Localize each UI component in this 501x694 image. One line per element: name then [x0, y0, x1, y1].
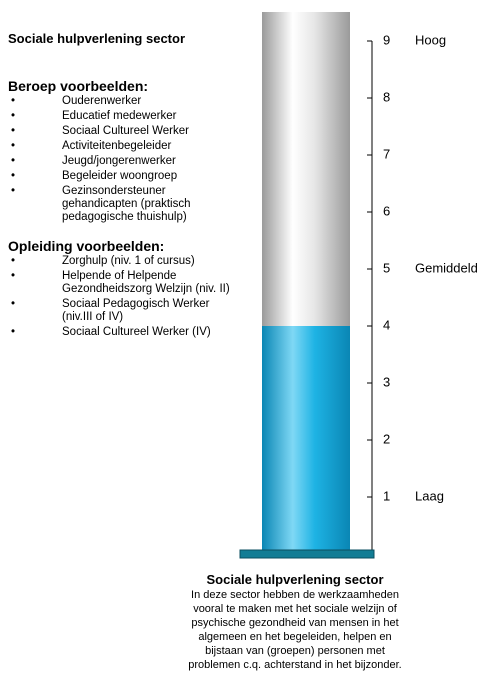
y-tick-label: 9	[383, 32, 390, 47]
base	[239, 549, 375, 559]
list-item: Activiteitenbegeleider	[8, 140, 232, 153]
y-tick-label: 7	[383, 146, 390, 161]
level-label: Gemiddeld	[415, 260, 478, 275]
title: Sociale hulpverlening sector	[8, 31, 185, 46]
level-label: Hoog	[415, 32, 446, 47]
list-item: Begeleider woongroep	[8, 170, 232, 183]
list-item: Gezinsondersteuner gehandicapten (prakti…	[8, 185, 232, 224]
y-tick-label: 5	[383, 260, 390, 275]
bar	[262, 326, 350, 554]
y-tick-label: 8	[383, 89, 390, 104]
y-tick-label: 6	[383, 203, 390, 218]
list-item: Ouderenwerker	[8, 95, 232, 108]
caption-title: Sociale hulpverlening sector	[206, 572, 384, 587]
caption-line: algemeen en het begeleiden, helpen en	[198, 631, 392, 643]
chart: 1 2 3 4 5 6 7 8 9 Hoog Gemiddeld Laag	[239, 12, 478, 559]
list-item: Sociaal Cultureel Werker	[8, 125, 232, 138]
list: Zorghulp (niv. 1 of cursus) Helpende of H…	[8, 255, 238, 339]
y-tick-label: 4	[383, 317, 390, 332]
list: Ouderenwerker Educatief medewerker Sociaal…	[8, 95, 238, 224]
description: Sociale hulpverlening sector Beroep voor…	[8, 31, 238, 353]
list-item: Jeugd/jongerenwerker	[8, 155, 232, 168]
y-tick-label: 1	[383, 488, 390, 503]
level-label: Laag	[415, 488, 444, 503]
caption-line: vooral te maken met het sociale welzijn …	[193, 603, 397, 615]
y-tick-label: 2	[383, 431, 390, 446]
y-tick-label: 3	[383, 374, 390, 389]
list-item: Helpende of Helpende Gezondheidszorg Wel…	[8, 270, 232, 296]
list-item: Educatief medewerker	[8, 110, 232, 123]
list-item: Sociaal Pedagogisch Werker (niv.III of I…	[8, 298, 232, 324]
caption-line: problemen c.q. achterstand in het bijzon…	[188, 659, 402, 671]
caption: Sociale hulpverlening sector In deze sec…	[150, 572, 440, 672]
section-heading: Beroep voorbeelden:	[8, 78, 149, 94]
caption-line: bijstaan van (groepen) personen met	[205, 645, 385, 657]
section-heading: Opleiding voorbeelden:	[8, 238, 165, 254]
list-item: Sociaal Cultureel Werker (IV)	[8, 326, 232, 339]
list-item: Zorghulp (niv. 1 of cursus)	[8, 255, 232, 268]
caption-line: In deze sector hebben de werkzaamheden	[191, 589, 399, 601]
caption-line: psychische gezondheid van mensen in het	[191, 617, 399, 629]
